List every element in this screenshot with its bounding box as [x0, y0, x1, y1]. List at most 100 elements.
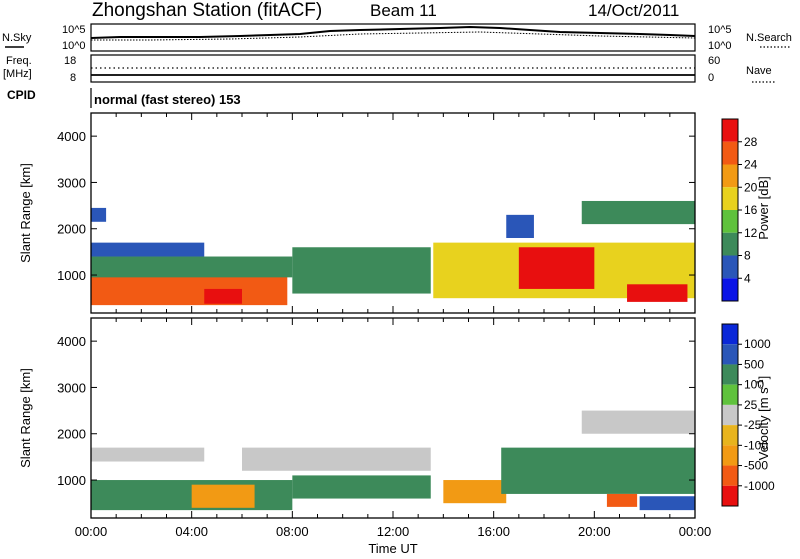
velocity-colorbar-swatch-0 [722, 324, 738, 345]
velocity-colorbar-swatch-6 [722, 445, 738, 466]
velocity-region-1 [191, 484, 255, 508]
time-tick-label-4: 16:00 [477, 524, 510, 539]
noise-search-label: N.Search [746, 32, 792, 44]
velocity-colorbar-ticks: 1000 500 100 25 -25 -100 -500 -1000 [738, 337, 775, 493]
power-colorbar-tick-label-2: 20 [744, 180, 758, 194]
beam-label: Beam 11 [370, 1, 437, 20]
nave-tick-top: 60 [708, 55, 720, 67]
velocity-colorbar-tick-label-3: 25 [744, 398, 758, 412]
power-region-7 [518, 247, 595, 289]
time-tick-label-5: 20:00 [578, 524, 611, 539]
velocity-colorbar-swatch-1 [722, 344, 738, 365]
time-tick-label-1: 04:00 [175, 524, 208, 539]
freq-tick-bottom: 8 [70, 72, 76, 84]
time-tick-label-2: 08:00 [276, 524, 309, 539]
cpid-mode: normal (fast stereo) 153 [94, 92, 241, 107]
velocity-region-6 [501, 447, 695, 494]
power-colorbar-tick-label-3: 16 [744, 203, 758, 217]
power-data-regions [91, 200, 695, 306]
power-ytick-label-3: 1000 [57, 268, 86, 283]
velocity-colorbar-label-close: ] [756, 376, 771, 380]
power-region-2 [91, 242, 205, 257]
power-colorbar: 28 24 20 16 12 8 4 Power [dB] [721, 118, 771, 302]
power-colorbar-swatch-1 [722, 141, 738, 165]
velocity-ytick-label-3: 1000 [57, 473, 86, 488]
velocity-colorbar-tick-label-7: -1000 [744, 479, 775, 493]
time-axis-label: Time UT [368, 541, 417, 554]
freq-unit-label: [MHz] [3, 68, 32, 80]
power-region-0 [91, 275, 288, 306]
station-title: Zhongshan Station (fitACF) [92, 0, 322, 21]
velocity-colorbar-swatch-2 [722, 364, 738, 385]
time-tick-label-0: 00:00 [75, 524, 108, 539]
velocity-region-4 [292, 475, 431, 499]
velocity-x-ticks: 00:00 04:00 08:00 12:00 16:00 20:00 00:00 [75, 318, 712, 539]
power-ytick-label-0: 4000 [57, 129, 86, 144]
velocity-panel: 4000 3000 2000 1000 00:00 04:00 08:00 12:00 16:… [18, 317, 712, 556]
velocity-colorbar-tick-label-6: -500 [744, 459, 768, 473]
velocity-region-8 [606, 493, 638, 507]
power-region-5 [91, 207, 107, 222]
velocity-colorbar-swatch-3 [722, 384, 738, 405]
velocity-region-9 [639, 496, 695, 511]
power-ytick-label-2: 2000 [57, 222, 86, 237]
velocity-ytick-label-0: 4000 [57, 334, 86, 349]
velocity-colorbar: 1000 500 100 25 -25 -100 -500 -1000 Velocity [m… [721, 323, 775, 507]
noise-right-tick-top: 10^5 [708, 24, 732, 36]
power-ytick-label-1: 3000 [57, 175, 86, 190]
power-colorbar-swatch-3 [722, 187, 738, 210]
power-y-ticks: 4000 3000 2000 1000 [57, 129, 695, 283]
power-region-9 [581, 200, 695, 225]
power-region-4 [292, 247, 431, 294]
power-colorbar-tick-label-4: 12 [744, 226, 758, 240]
velocity-colorbar-frame [721, 323, 739, 507]
date-label: 14/Oct/2011 [588, 1, 679, 20]
power-region-3 [204, 288, 242, 304]
velocity-colorbar-label-main: Velocity [m s [756, 387, 771, 460]
velocity-colorbar-tick-label-5: -100 [744, 438, 768, 452]
power-colorbar-tick-label-6: 4 [744, 271, 751, 285]
velocity-ytick-label-2: 2000 [57, 427, 86, 442]
power-colorbar-swatch-7 [722, 278, 738, 301]
power-region-8 [627, 284, 688, 302]
time-tick-label-3: 12:00 [377, 524, 410, 539]
power-colorbar-swatch-0 [722, 119, 738, 142]
noise-panel: N.Sky 10^5 10^0 10^5 10^0 N.Search [2, 23, 792, 52]
power-colorbar-tick-label-0: 28 [744, 135, 758, 149]
noise-right-tick-bottom: 10^0 [708, 40, 732, 52]
velocity-region-5 [443, 480, 507, 504]
power-colorbar-ticks: 28 24 20 16 12 8 4 [738, 135, 758, 285]
power-colorbar-label: Power [dB] [756, 176, 771, 240]
power-colorbar-swatches [721, 118, 739, 302]
freq-label: Freq. [6, 55, 32, 67]
velocity-colorbar-swatch-8 [722, 485, 738, 506]
power-colorbar-swatch-5 [722, 232, 738, 256]
power-colorbar-swatch-6 [722, 255, 738, 279]
velocity-y-ticks: 4000 3000 2000 1000 [57, 334, 695, 488]
velocity-colorbar-swatch-5 [722, 425, 738, 446]
power-colorbar-tick-label-1: 24 [744, 158, 758, 172]
frequency-panel: Freq. [MHz] 18 8 60 0 Nave [3, 54, 776, 84]
noise-left-tick-bottom: 10^0 [62, 40, 86, 52]
noise-search-trace [91, 31, 696, 41]
noise-left-tick-top: 10^5 [62, 24, 86, 36]
power-region-1 [91, 256, 293, 278]
velocity-colorbar-tick-label-2: 100 [744, 378, 764, 392]
velocity-colorbar-swatch-7 [722, 465, 738, 486]
velocity-colorbar-swatches [721, 323, 739, 507]
velocity-region-2 [91, 447, 205, 462]
velocity-data-regions [91, 410, 695, 511]
power-y-axis-label: Slant Range [km] [18, 163, 33, 263]
freq-tick-top: 18 [64, 55, 76, 67]
power-region-10 [506, 214, 534, 238]
noise-sky-trace [90, 25, 696, 39]
velocity-region-3 [242, 447, 431, 471]
velocity-y-axis-label: Slant Range [km] [18, 368, 33, 468]
velocity-colorbar-swatch-4 [722, 404, 738, 426]
velocity-colorbar-tick-label-0: 1000 [744, 337, 771, 351]
time-tick-label-6: 00:00 [679, 524, 712, 539]
power-colorbar-swatch-2 [722, 164, 738, 188]
power-panel: 4000 3000 2000 1000 Slant Range [km] [18, 112, 696, 314]
